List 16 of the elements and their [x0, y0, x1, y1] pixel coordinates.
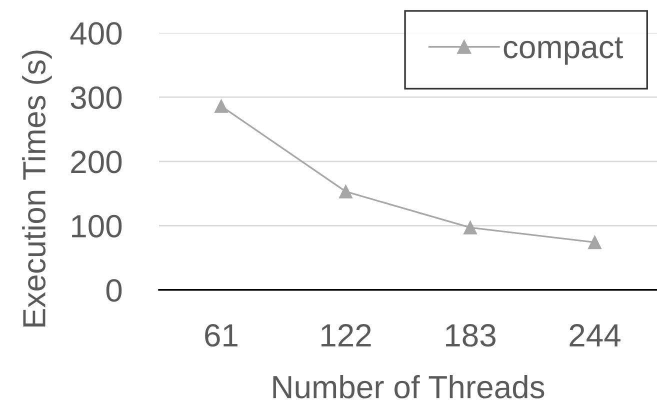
y-axis-title: Execution Times (s): [22, 50, 52, 326]
y-tick-label: 200: [71, 150, 122, 174]
x-tick-label: 61: [205, 324, 238, 347]
x-tick-label: 244: [570, 324, 620, 346]
point: [463, 220, 478, 234]
point: [338, 184, 353, 198]
legend-label: compact: [504, 37, 623, 65]
y-tick-label: 400: [70, 22, 122, 45]
y-tick-label: 100: [72, 214, 122, 238]
point: [588, 236, 602, 250]
x-axis-title: Number of Threads: [273, 374, 544, 398]
x-tick-label: 122: [322, 324, 371, 346]
x-tick-label: 183: [446, 324, 496, 347]
point: [214, 99, 228, 113]
y-tick-label: 0: [106, 279, 122, 302]
y-tick-label: 300: [70, 86, 122, 110]
